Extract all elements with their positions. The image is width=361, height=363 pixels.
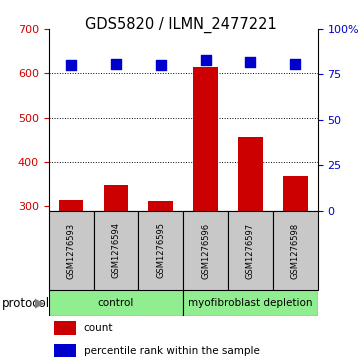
Text: percentile rank within the sample: percentile rank within the sample [84,346,260,356]
Text: GSM1276595: GSM1276595 [156,223,165,278]
Bar [93,211,138,290]
Text: GSM1276596: GSM1276596 [201,223,210,278]
Bar [148,201,173,211]
Text: ▶: ▶ [35,297,45,310]
Text: myofibroblast depletion: myofibroblast depletion [188,298,313,308]
Point [203,57,209,63]
Bar [54,322,76,335]
Text: control: control [98,298,134,308]
Text: GSM1276594: GSM1276594 [112,223,121,278]
Bar [49,290,183,316]
Bar [104,185,128,211]
Bar [49,211,93,290]
Point [248,59,253,65]
Bar [183,290,318,316]
Point [158,62,164,68]
Point [292,61,298,66]
Bar [54,344,76,357]
Text: GSM1276598: GSM1276598 [291,223,300,278]
Point [113,61,119,66]
Bar [183,211,228,290]
Bar [193,67,218,211]
Text: count: count [84,323,113,333]
Point [68,62,74,68]
Bar [228,211,273,290]
Bar [238,138,263,211]
Text: GSM1276593: GSM1276593 [67,223,76,278]
Bar [59,200,83,211]
Text: GSM1276597: GSM1276597 [246,223,255,278]
Bar [273,211,318,290]
Bar [283,176,308,211]
Text: protocol: protocol [2,297,50,310]
Bar [138,211,183,290]
Text: GDS5820 / ILMN_2477221: GDS5820 / ILMN_2477221 [84,16,277,33]
